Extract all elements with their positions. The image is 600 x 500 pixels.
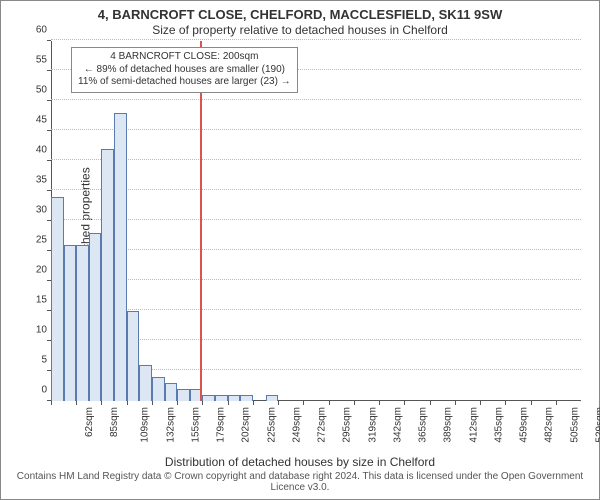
xtick-label: 225sqm <box>266 407 277 443</box>
histogram-bar <box>127 311 140 401</box>
xtick-mark <box>303 401 304 405</box>
ytick-label: 55 <box>36 55 47 66</box>
xtick-label: 202sqm <box>241 407 252 443</box>
xtick-mark <box>556 401 557 405</box>
xtick-mark <box>253 401 254 405</box>
histogram-bar <box>266 395 279 401</box>
annotation-line: 11% of semi-detached houses are larger (… <box>78 76 291 89</box>
xtick-mark <box>76 401 77 405</box>
xtick-label: 529sqm <box>594 407 600 443</box>
histogram-bar <box>177 389 190 401</box>
xtick-label: 132sqm <box>165 407 176 443</box>
ytick-label: 0 <box>41 385 47 396</box>
plot-area: 05101520253035404550556062sqm85sqm109sqm… <box>51 41 581 401</box>
ytick-mark <box>47 190 51 191</box>
xtick-label: 85sqm <box>109 407 120 437</box>
xtick-mark <box>430 401 431 405</box>
ytick-mark <box>47 130 51 131</box>
xtick-label: 505sqm <box>569 407 580 443</box>
xtick-mark <box>354 401 355 405</box>
xtick-mark <box>152 401 153 405</box>
histogram-bar <box>89 233 102 401</box>
ytick-label: 15 <box>36 295 47 306</box>
xtick-label: 155sqm <box>191 407 202 443</box>
annotation-box: 4 BARNCROFT CLOSE: 200sqm← 89% of detach… <box>71 47 298 93</box>
xtick-mark <box>228 401 229 405</box>
ytick-label: 35 <box>36 175 47 186</box>
xtick-mark <box>101 401 102 405</box>
xtick-mark <box>329 401 330 405</box>
xtick-label: 459sqm <box>519 407 530 443</box>
ytick-label: 25 <box>36 235 47 246</box>
xtick-label: 412sqm <box>468 407 479 443</box>
gridline <box>51 129 581 131</box>
histogram-bar <box>139 365 152 401</box>
xtick-label: 342sqm <box>392 407 403 443</box>
ytick-label: 60 <box>36 25 47 36</box>
xtick-mark <box>51 401 52 405</box>
histogram-bar <box>240 395 253 401</box>
xtick-label: 319sqm <box>367 407 378 443</box>
ytick-label: 10 <box>36 325 47 336</box>
xtick-label: 62sqm <box>84 407 95 437</box>
xtick-mark <box>379 401 380 405</box>
gridline <box>51 219 581 221</box>
xtick-label: 249sqm <box>291 407 302 443</box>
ytick-label: 50 <box>36 85 47 96</box>
xtick-mark <box>505 401 506 405</box>
gridline <box>51 39 581 41</box>
ytick-mark <box>47 40 51 41</box>
ytick-label: 40 <box>36 145 47 156</box>
x-axis-label: Distribution of detached houses by size … <box>1 455 599 469</box>
xtick-label: 482sqm <box>544 407 555 443</box>
ytick-label: 5 <box>41 355 47 366</box>
histogram-bar <box>165 383 178 401</box>
xtick-mark <box>177 401 178 405</box>
ytick-mark <box>47 160 51 161</box>
histogram-bar <box>215 395 228 401</box>
chart-container: 4, BARNCROFT CLOSE, CHELFORD, MACCLESFIE… <box>0 0 600 500</box>
ytick-label: 30 <box>36 205 47 216</box>
xtick-mark <box>278 401 279 405</box>
ytick-label: 45 <box>36 115 47 126</box>
gridline <box>51 99 581 101</box>
histogram-bar <box>228 395 241 401</box>
xtick-label: 272sqm <box>317 407 328 443</box>
histogram-bar <box>76 245 89 401</box>
xtick-label: 109sqm <box>140 407 151 443</box>
histogram-bar <box>114 113 127 401</box>
xtick-mark <box>455 401 456 405</box>
xtick-label: 179sqm <box>216 407 227 443</box>
gridline <box>51 159 581 161</box>
gridline <box>51 249 581 251</box>
xtick-label: 389sqm <box>443 407 454 443</box>
chart-subtitle: Size of property relative to detached ho… <box>1 23 599 37</box>
xtick-mark <box>404 401 405 405</box>
attribution-text: Contains HM Land Registry data © Crown c… <box>1 471 599 493</box>
annotation-line: ← 89% of detached houses are smaller (19… <box>78 64 291 77</box>
histogram-bar <box>202 395 215 401</box>
histogram-bar <box>64 245 77 401</box>
chart-title: 4, BARNCROFT CLOSE, CHELFORD, MACCLESFIE… <box>1 7 599 22</box>
histogram-bar <box>101 149 114 401</box>
histogram-bar <box>51 197 64 401</box>
xtick-mark <box>531 401 532 405</box>
ytick-mark <box>47 70 51 71</box>
xtick-mark <box>480 401 481 405</box>
annotation-line: 4 BARNCROFT CLOSE: 200sqm <box>78 51 291 64</box>
xtick-label: 365sqm <box>418 407 429 443</box>
reference-line <box>200 41 202 401</box>
xtick-mark <box>127 401 128 405</box>
xtick-mark <box>202 401 203 405</box>
xtick-label: 435sqm <box>493 407 504 443</box>
histogram-bar <box>152 377 165 401</box>
ytick-label: 20 <box>36 265 47 276</box>
ytick-mark <box>47 100 51 101</box>
gridline <box>51 189 581 191</box>
xtick-label: 295sqm <box>342 407 353 443</box>
gridline <box>51 279 581 281</box>
